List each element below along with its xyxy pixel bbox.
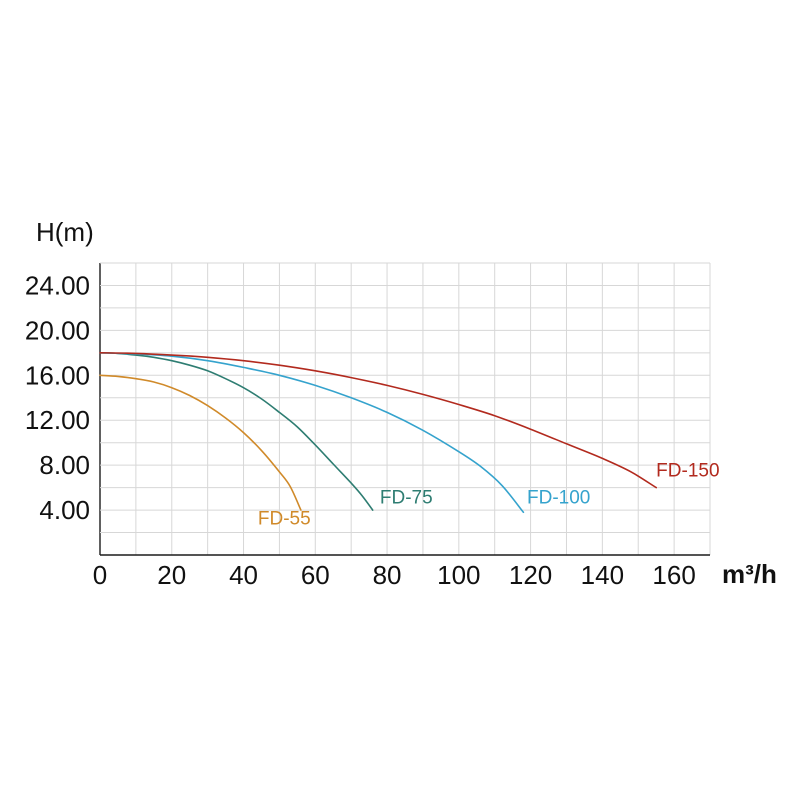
curve-fd-100 [99, 352, 525, 514]
y-tick-label: 12.00 [25, 405, 90, 435]
series-curves [99, 352, 657, 514]
grid [99, 262, 711, 556]
label-fd-100: FD-100 [527, 487, 590, 508]
y-tick-label: 20.00 [25, 315, 90, 345]
y-tick-label: 24.00 [25, 270, 90, 300]
x-tick-label: 140 [581, 560, 624, 590]
y-tick-label: 16.00 [25, 360, 90, 390]
x-tick-label: 40 [229, 560, 258, 590]
label-fd-55: FD-55 [258, 509, 311, 530]
curve-fd-55 [99, 374, 302, 511]
y-tick-label: 8.00 [39, 450, 90, 480]
y-axis-title: H(m) [36, 217, 94, 247]
x-tick-label: 100 [437, 560, 480, 590]
label-fd-75: FD-75 [380, 487, 433, 508]
curve-fd-75 [99, 352, 374, 511]
y-tick-label: 4.00 [39, 495, 90, 525]
curve-fd-150 [99, 352, 657, 489]
axis-tick-labels: 0 20 40 60 80 100 120 140 160 4.00 8.00 12.00 16.00 2… [25, 270, 696, 590]
x-tick-label: 0 [93, 560, 107, 590]
series-labels: FD-55 FD-75 FD-100 FD-150 [258, 460, 720, 529]
x-axis-title: m³/h [722, 559, 777, 589]
x-tick-label: 20 [157, 560, 186, 590]
label-fd-150: FD-150 [656, 460, 719, 481]
x-tick-label: 160 [652, 560, 695, 590]
x-tick-label: 60 [301, 560, 330, 590]
x-tick-label: 80 [373, 560, 402, 590]
x-tick-label: 120 [509, 560, 552, 590]
